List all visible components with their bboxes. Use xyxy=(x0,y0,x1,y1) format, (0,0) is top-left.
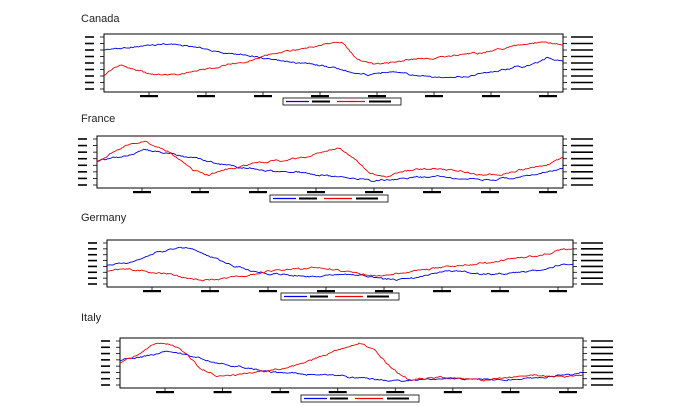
legend-label-mark xyxy=(310,295,328,298)
panel-germany: Germany xyxy=(81,212,603,301)
x-tick-label-mark xyxy=(491,290,509,293)
x-tick-label-mark xyxy=(539,191,557,194)
panel-title-canada: Canada xyxy=(81,13,120,25)
panel-title-italy: Italy xyxy=(81,312,102,324)
plot-frame xyxy=(106,239,574,288)
x-tick-label-mark xyxy=(539,95,557,98)
x-tick-label-mark xyxy=(481,191,499,194)
x-tick-label-mark xyxy=(375,290,393,293)
x-tick-label-mark xyxy=(317,290,335,293)
panel-title-germany: Germany xyxy=(81,212,127,224)
x-tick-label-mark xyxy=(443,391,462,394)
legend xyxy=(300,394,420,403)
series-line-blue xyxy=(119,350,584,382)
legend-label-mark xyxy=(299,197,317,200)
x-tick-label-mark xyxy=(368,95,386,98)
x-tick-label-mark xyxy=(191,191,209,194)
legend xyxy=(280,292,400,301)
x-tick-label-mark xyxy=(386,391,405,394)
legend xyxy=(269,194,389,203)
x-tick-label-mark xyxy=(311,95,329,98)
legend xyxy=(282,97,402,106)
x-tick-label-mark xyxy=(425,95,443,98)
x-tick-label-mark xyxy=(433,290,451,293)
series-line-blue xyxy=(96,148,564,182)
series-line-red xyxy=(103,41,564,76)
x-tick-label-mark xyxy=(201,290,219,293)
legend-label-mark xyxy=(367,295,389,298)
x-tick-label-mark xyxy=(213,391,232,394)
x-tick-label-mark xyxy=(259,290,277,293)
x-tick-label-mark xyxy=(501,391,520,394)
x-tick-label-mark xyxy=(423,191,441,194)
series-line-red xyxy=(96,140,564,178)
legend-label-mark xyxy=(387,397,409,400)
x-tick-label-mark xyxy=(133,191,151,194)
panel-italy: Italy xyxy=(81,312,613,403)
x-tick-label-mark xyxy=(156,391,174,394)
x-tick-label-mark xyxy=(328,391,347,394)
plot-frame xyxy=(96,135,564,189)
legend-label-mark xyxy=(330,397,348,400)
x-tick-label-mark xyxy=(197,95,215,98)
x-tick-label-mark xyxy=(271,391,290,394)
series-line-red xyxy=(106,248,573,282)
panel-canada: Canada xyxy=(81,13,593,106)
x-tick-label-mark xyxy=(307,191,325,194)
x-tick-label-mark xyxy=(143,290,161,293)
series-line-blue xyxy=(106,246,574,281)
x-tick-label-mark xyxy=(549,290,567,293)
x-tick-label-mark xyxy=(482,95,500,98)
series-line-red xyxy=(119,342,584,382)
x-tick-label-mark xyxy=(140,95,158,98)
x-tick-label-mark xyxy=(254,95,272,98)
panel-france: France xyxy=(78,113,593,203)
legend-label-mark xyxy=(312,100,330,103)
panel-title-france: France xyxy=(81,113,115,125)
x-tick-label-mark xyxy=(365,191,383,194)
x-tick-label-mark xyxy=(249,191,267,194)
series-line-blue xyxy=(103,43,564,79)
x-tick-label-mark xyxy=(559,391,577,394)
legend-label-mark xyxy=(369,100,391,103)
legend-label-mark xyxy=(356,197,378,200)
